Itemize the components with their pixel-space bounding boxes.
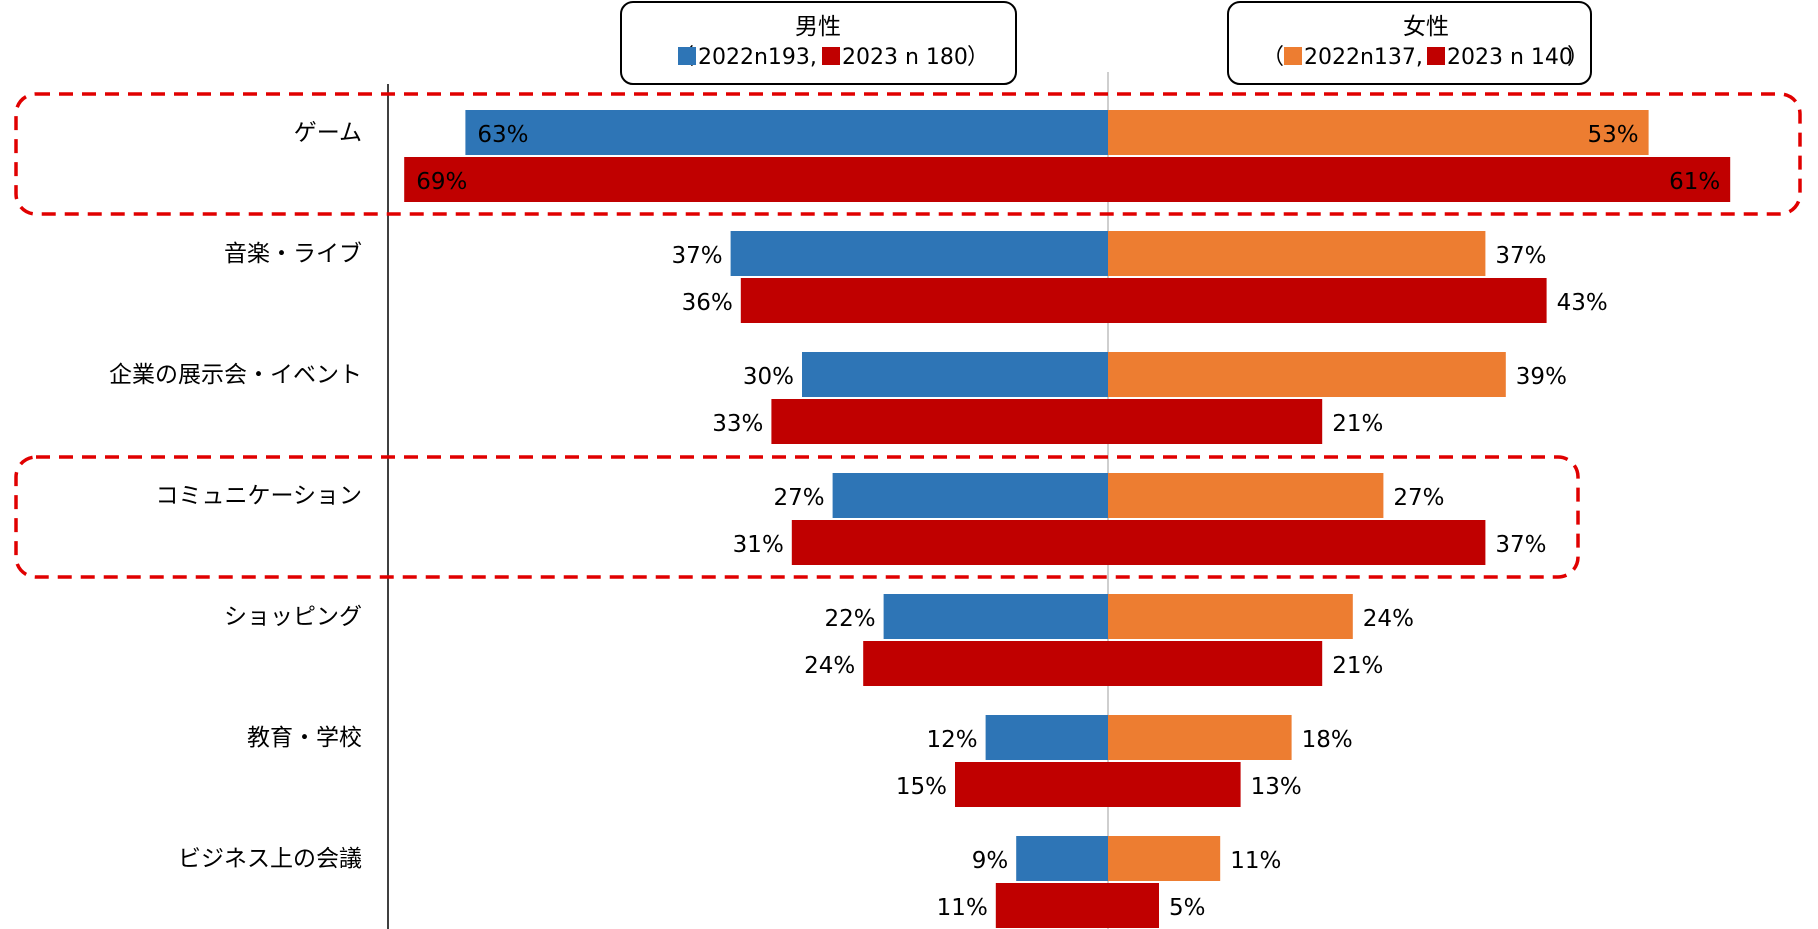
data-label: 22% xyxy=(824,606,875,632)
bar-female-2022 xyxy=(1108,715,1292,760)
data-label: 31% xyxy=(733,532,784,558)
data-label: 18% xyxy=(1302,727,1353,753)
bar-female-2023 xyxy=(1108,399,1323,444)
data-label: 11% xyxy=(1230,848,1281,874)
category-label: ビジネス上の会議 xyxy=(178,846,362,872)
bar-male-2022 xyxy=(985,715,1108,760)
bar-male-2023 xyxy=(771,399,1108,444)
legend-female-2023-swatch xyxy=(1427,47,1445,65)
bar-female-2023 xyxy=(1108,157,1731,202)
data-label: 33% xyxy=(712,411,763,437)
category-label: ゲーム xyxy=(294,120,362,146)
data-label: 30% xyxy=(743,364,794,390)
legend-male: 男性 （ 2022n193, 2023 n 180 ） xyxy=(620,1,1017,85)
bar-female-2022 xyxy=(1108,352,1506,397)
legend-female-2022-swatch xyxy=(1284,47,1302,65)
data-label: 27% xyxy=(773,485,824,511)
data-label: 24% xyxy=(804,653,855,679)
bar-female-2022 xyxy=(1108,231,1486,276)
bar-male-2023 xyxy=(404,157,1108,202)
data-label: 21% xyxy=(1332,411,1383,437)
bar-female-2022 xyxy=(1108,594,1353,639)
bar-male-2022 xyxy=(730,231,1108,276)
bar-male-2023 xyxy=(791,520,1108,565)
data-label: 61% xyxy=(1669,169,1720,195)
bar-male-2023 xyxy=(863,641,1108,686)
data-label: 27% xyxy=(1393,485,1444,511)
legend-female-close: ） xyxy=(1567,45,1589,70)
category-label: ショッピング xyxy=(224,604,362,630)
highlight-box-コミュニケーション xyxy=(14,455,1580,579)
legend-male-2023-swatch xyxy=(822,47,840,65)
legend-female-2022-label: 2022n137, xyxy=(1304,45,1423,70)
legend-male-close: ） xyxy=(967,45,989,70)
category-label: コミュニケーション xyxy=(155,483,362,509)
data-label: 24% xyxy=(1363,606,1414,632)
bar-female-2023 xyxy=(1108,883,1159,928)
highlight-boxes xyxy=(14,92,1802,579)
data-label: 11% xyxy=(937,895,988,921)
bar-female-2022 xyxy=(1108,836,1221,881)
data-label: 21% xyxy=(1332,653,1383,679)
data-label: 37% xyxy=(1495,243,1546,269)
legend-male-2022-swatch xyxy=(678,47,696,65)
bar-female-2023 xyxy=(1108,762,1241,807)
legend-male-2022-label: 2022n193, xyxy=(698,45,817,70)
bar-male-2022 xyxy=(883,594,1108,639)
bar-female-2023 xyxy=(1108,278,1547,323)
data-label: 69% xyxy=(416,169,467,195)
bar-female-2023 xyxy=(1108,641,1323,686)
bar-male-2023 xyxy=(955,762,1108,807)
data-label: 43% xyxy=(1557,290,1608,316)
bar-male-2022 xyxy=(465,110,1108,155)
data-label: 37% xyxy=(1495,532,1546,558)
data-label: 37% xyxy=(671,243,722,269)
legend-male-2023-label: 2023 n 180 xyxy=(842,45,968,70)
bar-female-2023 xyxy=(1108,520,1486,565)
legend-female: 女性 （ 2022n137, 2023 n 140 ） xyxy=(1227,1,1592,85)
data-label: 63% xyxy=(477,122,528,148)
legend-female-2023-label: 2023 n 140 xyxy=(1447,45,1573,70)
bars-layer: ゲーム 63% 69% 53% 61% 音楽・ライブ 37% 36% 37% 43% 企業の展示会・… xyxy=(109,110,1731,928)
legend-male-title: 男性 xyxy=(795,14,841,40)
bar-female-2022 xyxy=(1108,110,1649,155)
data-label: 15% xyxy=(896,774,947,800)
bar-female-2022 xyxy=(1108,473,1384,518)
data-label: 36% xyxy=(682,290,733,316)
bar-male-2022 xyxy=(1016,836,1108,881)
category-label: 企業の展示会・イベント xyxy=(109,362,362,388)
legend-female-open: （ xyxy=(1262,45,1284,70)
category-label: 音楽・ライブ xyxy=(224,241,362,267)
data-label: 5% xyxy=(1169,895,1206,921)
data-label: 53% xyxy=(1587,122,1638,148)
category-label: 教育・学校 xyxy=(247,725,362,751)
data-label: 9% xyxy=(972,848,1009,874)
data-label: 13% xyxy=(1251,774,1302,800)
bar-male-2022 xyxy=(802,352,1108,397)
bar-male-2022 xyxy=(832,473,1108,518)
data-label: 12% xyxy=(926,727,977,753)
data-label: 39% xyxy=(1516,364,1567,390)
bar-male-2023 xyxy=(740,278,1108,323)
legend-female-title: 女性 xyxy=(1403,14,1449,40)
bar-male-2023 xyxy=(995,883,1108,928)
